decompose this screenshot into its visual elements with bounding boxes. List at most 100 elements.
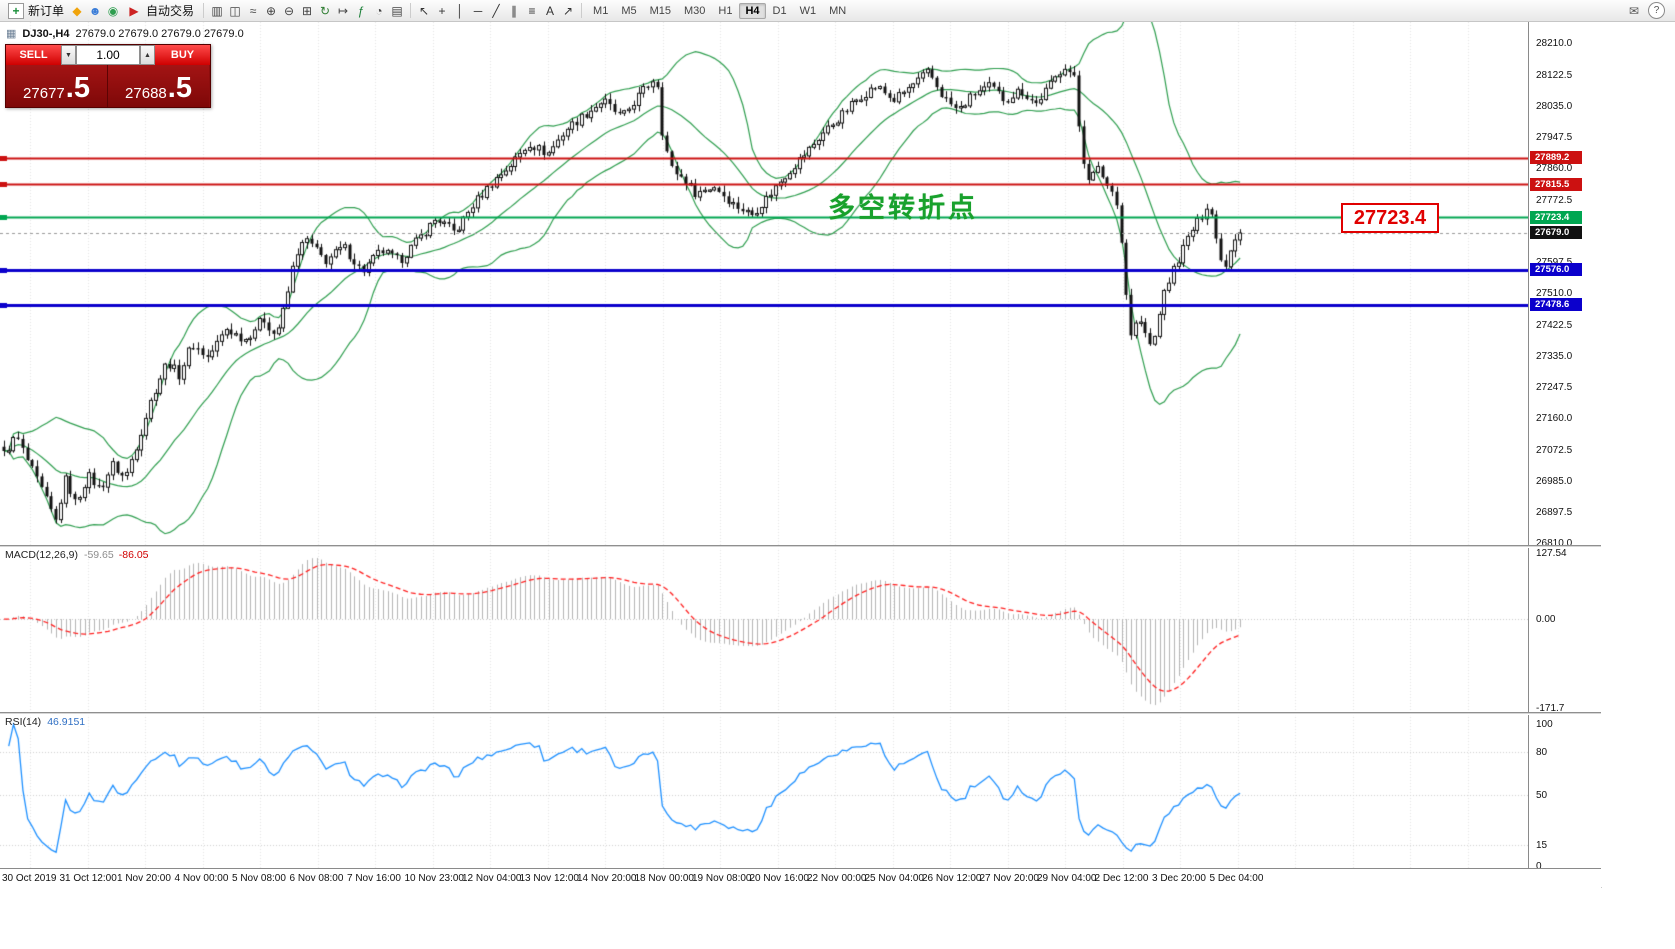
zoom-out-icon[interactable]: ⊖: [284, 3, 295, 18]
buy-price[interactable]: 27688 .5: [108, 65, 209, 107]
bar-chart-icon[interactable]: ▥: [211, 3, 223, 18]
timeframe-button-h4[interactable]: H4: [739, 2, 766, 19]
autotrading-icon: ▶: [129, 3, 139, 18]
timeframe-group: M1 M5 M15 M30 H1 H4 D1 W1 MN: [587, 2, 852, 19]
panel-splitter-rsi[interactable]: [0, 712, 1601, 715]
price-axis-label: 27510.0: [1536, 288, 1573, 300]
rsi-label: RSI(14) 46.9151: [5, 716, 85, 728]
timeframe-button-d1[interactable]: D1: [772, 4, 787, 17]
rsi-value: 46.9151: [47, 716, 86, 728]
price-axis-label: 28122.5: [1536, 69, 1573, 81]
sell-price-frac: .5: [65, 72, 90, 104]
rsi-axis-label: 0: [1536, 861, 1542, 872]
sell-price[interactable]: 27677 .5: [6, 65, 108, 107]
macd-axis-label: -171.7: [1536, 703, 1565, 714]
volume-increase-button[interactable]: ▲: [140, 45, 155, 65]
chart-canvas[interactable]: [0, 22, 1528, 868]
time-axis-label: 20 Nov 16:00: [749, 873, 810, 884]
price-axis-label: 26897.5: [1536, 507, 1573, 518]
time-axis-label: 10 Nov 23:00: [404, 873, 465, 884]
toolbar-separator: [410, 3, 412, 18]
sell-button[interactable]: SELL: [6, 45, 61, 65]
trendline-icon[interactable]: ╱: [492, 3, 500, 18]
new-order-button[interactable]: + 新订单: [4, 1, 68, 21]
rsi-name: RSI(14): [5, 716, 42, 728]
tile-windows-icon[interactable]: ⊞: [302, 3, 313, 18]
buy-button[interactable]: BUY: [155, 45, 210, 65]
indicators-icon[interactable]: ƒ: [357, 3, 365, 18]
price-callout-label[interactable]: 27723.4: [1341, 203, 1439, 233]
community-icon[interactable]: ☻: [88, 3, 102, 18]
time-axis-label: 6 Nov 08:00: [289, 873, 344, 884]
periods-icon[interactable]: ◔: [375, 3, 383, 18]
price-badge: 27723.4: [1530, 210, 1582, 224]
price-axis-label: 27160.0: [1536, 413, 1573, 425]
time-axis-label: 13 Nov 12:00: [519, 873, 580, 884]
channel-icon[interactable]: ∥: [511, 3, 518, 18]
timeframe-button-m30[interactable]: M30: [684, 4, 706, 17]
price-axis-label: 27947.5: [1536, 132, 1573, 144]
time-axis-label: 2 Dec 12:00: [1094, 873, 1149, 884]
volume-decrease-button[interactable]: ▼: [61, 45, 76, 65]
timeframe-button-w1[interactable]: W1: [799, 4, 817, 17]
price-badge: 27679.0: [1530, 226, 1582, 240]
chart-shift-icon[interactable]: ↦: [338, 3, 349, 18]
buy-price-main: 27688: [125, 85, 167, 102]
vertical-line-icon[interactable]: │: [456, 3, 464, 18]
macd-main-value: -59.65: [83, 549, 114, 561]
chat-icon[interactable]: ✉: [1628, 3, 1640, 18]
timeframe-button-h1[interactable]: H1: [718, 4, 733, 17]
text-icon[interactable]: A: [546, 3, 555, 18]
price-axis-label: 27422.5: [1536, 319, 1573, 331]
price-axis-label: 27247.5: [1536, 382, 1573, 394]
auto-scroll-icon[interactable]: ↻: [320, 3, 331, 18]
price-axis-label: 28035.0: [1536, 100, 1573, 112]
autotrading-label: 自动交易: [146, 4, 195, 18]
rsi-axis-label: 80: [1536, 747, 1548, 759]
help-icon[interactable]: ?: [1648, 2, 1665, 19]
time-axis-label: 1 Nov 20:00: [117, 873, 171, 884]
turning-point-annotation[interactable]: 多空转折点: [828, 193, 978, 223]
time-axis-label: 25 Nov 04:00: [864, 873, 925, 884]
price-badge: 27889.2: [1530, 151, 1582, 165]
crosshair-icon[interactable]: +: [438, 3, 446, 18]
price-badge: 27815.5: [1530, 177, 1582, 191]
price-axis-label: 27860.0: [1536, 163, 1573, 175]
candlestick-icon[interactable]: ◫: [229, 3, 241, 18]
panel-splitter-macd[interactable]: [0, 545, 1601, 548]
price-axis[interactable]: 28210.0 28122.5 28035.0 27947.5 27860.0 27772…: [1528, 22, 1602, 887]
macd-axis-label: 0.00: [1536, 614, 1556, 626]
time-axis-label: 3 Dec 20:00: [1152, 873, 1206, 884]
time-axis[interactable]: 30 Oct 2019 31 Oct 12:00 1 Nov 20:00 4 Nov …: [0, 868, 1601, 888]
price-axis-label: 26985.0: [1536, 475, 1573, 487]
zoom-in-icon[interactable]: ⊕: [266, 3, 277, 18]
info-icon[interactable]: ◉: [107, 3, 119, 18]
price-axis-label: 28210.0: [1536, 38, 1573, 50]
time-axis-label: 18 Nov 00:00: [634, 873, 695, 884]
time-axis-label: 27 Nov 20:00: [979, 873, 1040, 884]
timeframe-button-m5[interactable]: M5: [621, 4, 637, 17]
macd-name: MACD(12,26,9): [5, 549, 78, 561]
arrows-icon[interactable]: ↗: [563, 3, 574, 18]
templates-icon[interactable]: ▤: [391, 3, 403, 18]
timeframe-button-m1[interactable]: M1: [593, 4, 609, 17]
volume-input[interactable]: [76, 45, 140, 65]
fibonacci-icon[interactable]: ≡: [528, 3, 536, 18]
toolbar-separator: [581, 3, 583, 18]
symbol-period-label: DJ30-,H4: [22, 27, 70, 40]
time-axis-label: 14 Nov 20:00: [577, 873, 637, 884]
autotrading-button[interactable]: ▶ 自动交易: [122, 1, 198, 21]
toolbar: + 新订单 ◆ ☻ ◉ ▶ 自动交易 ▥ ◫ ≈ ⊕ ⊖ ⊞ ↻ ↦ ƒ ◔ ▤ ↖ + │ ─ ╱ ∥ ≡ A ↗ M…: [0, 0, 1675, 22]
rsi-axis-label: 15: [1536, 839, 1548, 851]
time-axis-label: 4 Nov 00:00: [174, 873, 229, 884]
timeframe-button-mn[interactable]: MN: [829, 4, 847, 17]
one-click-trading-panel: SELL ▼ ▲ BUY 27677 .5 27688 .5: [5, 44, 211, 108]
time-axis-label: 30 Oct 2019: [2, 873, 57, 884]
line-chart-icon[interactable]: ≈: [249, 3, 257, 18]
horizontal-line-icon[interactable]: ─: [473, 3, 483, 18]
cursor-icon[interactable]: ↖: [419, 3, 430, 18]
macd-label: MACD(12,26,9) -59.65 -86.05: [5, 549, 149, 561]
mql5-icon[interactable]: ◆: [72, 3, 82, 18]
timeframe-button-m15[interactable]: M15: [649, 4, 671, 17]
sell-price-main: 27677: [23, 85, 65, 102]
